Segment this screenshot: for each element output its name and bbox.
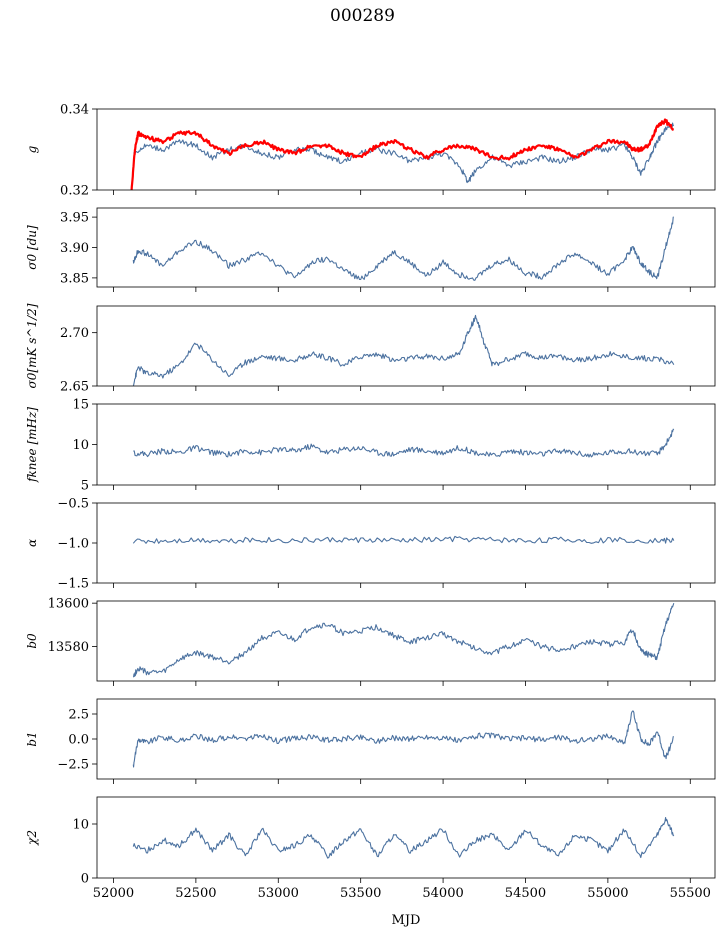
- x-tick-label-6: 55000: [587, 886, 628, 901]
- y-tick-label-fknee-1: 10: [72, 438, 89, 453]
- y-tick-label-b1-1: 0.0: [68, 733, 89, 748]
- panel-b0: 13580 13600 b0: [25, 597, 716, 686]
- y-tick-label-sigma0_du-0: 3.85: [60, 271, 89, 286]
- y-axis-label-alpha: α: [25, 539, 39, 547]
- axes-frame-g: [96, 108, 716, 191]
- y-axis-label-chi2: χ2: [25, 830, 39, 846]
- axes-frame-alpha: [96, 502, 716, 584]
- series-line-sigma0_du-sigma0: [132, 216, 674, 281]
- x-tick-label-3: 53500: [340, 886, 381, 901]
- y-tick-label-fknee-0: 5: [81, 479, 89, 494]
- series-line-fknee-fknee: [133, 428, 675, 458]
- y-tick-label-alpha-1: −1.0: [57, 537, 89, 552]
- axes-frame-sigma0_du: [96, 207, 716, 288]
- y-axis-label-b0: b0: [25, 633, 39, 649]
- x-tick-label-5: 54500: [505, 886, 546, 901]
- x-tick-label-7: 55500: [670, 886, 711, 901]
- y-tick-label-b1-0: −2.5: [57, 758, 89, 773]
- panel-alpha: −1.5 −1.0 −0.5 α: [25, 497, 716, 592]
- y-tick-label-sigma0_du-1: 3.90: [60, 241, 89, 256]
- x-tick-label-1: 52500: [175, 886, 216, 901]
- series-line-alpha-alpha: [132, 535, 675, 544]
- y-axis-label-sigma0_mk: σ0[mK s^1/2]: [25, 303, 39, 388]
- axes-frame-chi2: [96, 796, 716, 879]
- y-tick-label-b0-1: 13600: [48, 597, 89, 612]
- panel-chi2: 0 10 52000 52500 53000 53500 54000 54500 55000 55…: [25, 796, 716, 901]
- axes-frame-b0: [96, 600, 716, 682]
- y-tick-label-chi2-1: 10: [72, 818, 89, 833]
- series-line-g-g: [133, 122, 675, 184]
- y-tick-label-b0-0: 13580: [48, 640, 89, 655]
- panel-sigma0_mk: 2.65 2.70 σ0[mK s^1/2]: [25, 303, 716, 395]
- series-line-b0-b0: [132, 603, 675, 678]
- x-tick-label-2: 53000: [258, 886, 299, 901]
- x-tick-label-0: 52000: [93, 886, 134, 901]
- x-axis-label: MJD: [392, 913, 421, 928]
- y-axis-label-b1: b1: [25, 731, 39, 746]
- figure-title: 000289: [330, 6, 395, 26]
- series-line-chi2-chi2: [132, 817, 675, 859]
- y-tick-label-g-1: 0.34: [60, 103, 89, 118]
- y-axis-label-fknee: fknee [mHz]: [25, 407, 39, 483]
- axes-frame-sigma0_mk: [96, 305, 716, 387]
- panels: 0.32 0.34 g 3.85 3.90 3.95 σ0 [du] 2.65 2.70 σ0[m…: [25, 103, 716, 901]
- panel-fknee: 5 10 15 fknee [mHz]: [25, 398, 716, 494]
- series-line-sigma0_mk-sigma0_mk: [132, 314, 675, 386]
- x-tick-label-4: 54000: [422, 886, 463, 901]
- y-tick-label-sigma0_mk-0: 2.65: [60, 380, 89, 395]
- axes-frame-fknee: [96, 403, 716, 486]
- y-tick-label-alpha-2: −0.5: [57, 497, 89, 512]
- y-tick-label-chi2-0: 0: [81, 872, 89, 887]
- series-line-g-fit: [130, 118, 675, 191]
- series-line-b1-b1: [132, 710, 675, 768]
- y-axis-label-g: g: [25, 145, 39, 153]
- panel-g: 0.32 0.34 g: [25, 103, 716, 199]
- y-tick-label-g-0: 0.32: [60, 184, 89, 199]
- y-tick-label-b1-2: 2.5: [68, 708, 89, 723]
- y-tick-label-sigma0_du-2: 3.95: [60, 211, 89, 226]
- y-axis-label-sigma0_du: σ0 [du]: [25, 225, 39, 270]
- panel-sigma0_du: 3.85 3.90 3.95 σ0 [du]: [25, 207, 716, 292]
- y-tick-label-alpha-0: −1.5: [57, 577, 89, 592]
- y-tick-label-sigma0_mk-1: 2.70: [60, 326, 89, 341]
- y-tick-label-fknee-2: 15: [72, 398, 89, 413]
- panel-b1: −2.5 0.0 2.5 b1: [25, 698, 716, 784]
